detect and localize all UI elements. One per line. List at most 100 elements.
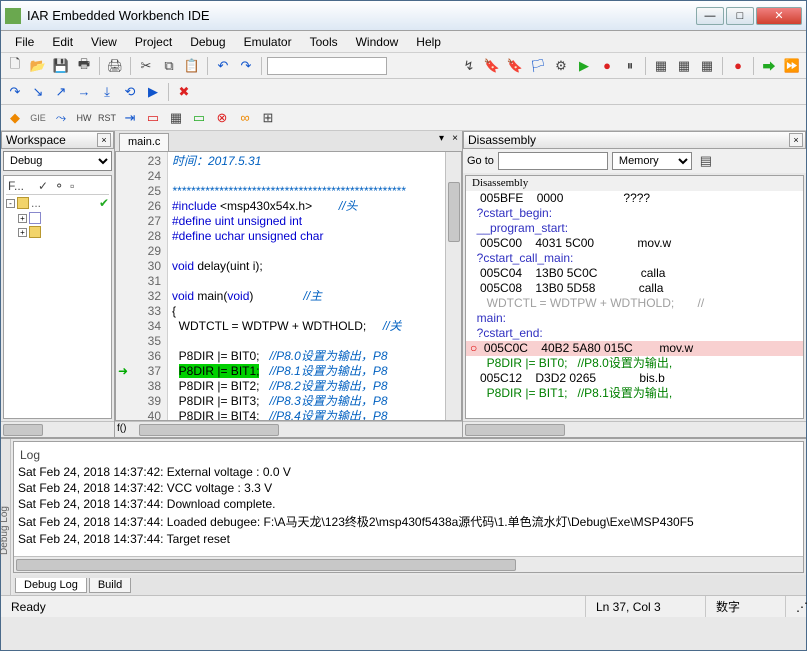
menu-window[interactable]: Window xyxy=(348,33,407,51)
tool-c-icon[interactable]: ⇥ xyxy=(120,108,140,128)
open-icon[interactable]: 📂 xyxy=(28,56,48,76)
redo-icon[interactable]: ↷ xyxy=(236,56,256,76)
statusbar: Ready Ln 37, Col 3 数字 ⋰ xyxy=(1,595,806,617)
disasm-close-icon[interactable]: × xyxy=(789,133,803,147)
cut-icon[interactable]: ✂ xyxy=(136,56,156,76)
fast-icon[interactable]: ⏩ xyxy=(782,56,802,76)
rst-icon[interactable]: RST xyxy=(97,108,117,128)
break-icon[interactable]: ⏸ xyxy=(620,56,640,76)
menu-edit[interactable]: Edit xyxy=(44,33,81,51)
tool-d-icon[interactable]: ▭ xyxy=(143,108,163,128)
editor-hscroll[interactable]: f() xyxy=(115,421,462,437)
menu-view[interactable]: View xyxy=(83,33,125,51)
tool-a-icon[interactable]: ◆ xyxy=(5,108,25,128)
menu-debug[interactable]: Debug xyxy=(182,33,233,51)
code-editor[interactable]: 2324252627282930313233343536➜37383940 时间… xyxy=(115,151,462,421)
log-tabs: Debug Log Build xyxy=(13,575,806,595)
workspace-close-icon[interactable]: × xyxy=(97,133,111,147)
memory-select[interactable]: Memory xyxy=(612,152,692,170)
status-right: 数字 xyxy=(705,596,785,617)
paste-icon[interactable]: 📋 xyxy=(182,56,202,76)
gie-icon[interactable]: GIE xyxy=(28,108,48,128)
workspace-tree[interactable]: F...✓⚬▫ -...✔ + + xyxy=(3,175,112,419)
print-icon[interactable]: 🖨 xyxy=(105,56,125,76)
status-grip: ⋰ xyxy=(785,596,806,617)
log-side-handle[interactable]: Debug Log xyxy=(1,439,11,595)
menubar: FileEditViewProjectDebugEmulatorToolsWin… xyxy=(1,31,806,53)
bookmark-icon[interactable]: 🔖 xyxy=(482,56,502,76)
config-select[interactable]: Debug xyxy=(3,151,112,171)
compile-icon[interactable]: ⚙ xyxy=(551,56,571,76)
save-icon[interactable]: 💾 xyxy=(51,56,71,76)
toolbar-2: ↷ ↘ ↗ → ⤓ ⟲ ▶ ✖ xyxy=(1,79,806,105)
tool-g-icon[interactable]: ⊗ xyxy=(212,108,232,128)
window1-icon[interactable]: ▦ xyxy=(651,56,671,76)
run-to-icon[interactable]: ⤓ xyxy=(97,82,117,102)
tree-item[interactable]: + xyxy=(6,211,109,225)
step-next-icon[interactable]: → xyxy=(74,82,94,102)
stop-debug-icon[interactable]: ✖ xyxy=(174,82,194,102)
window-title: IAR Embedded Workbench IDE xyxy=(27,8,696,23)
workspace-hscroll[interactable] xyxy=(1,421,114,437)
tab-close-icon[interactable]: × xyxy=(452,133,458,144)
toolbar-1: 🗋 📂 💾 🖶 🖨 ✂ ⧉ 📋 ↶ ↷ ↯ 🔖 🔖 🏳 ⚙ ▶ ● ⏸ ▦ ▦ … xyxy=(1,53,806,79)
window-buttons: — □ ✕ xyxy=(696,7,802,25)
window2-icon[interactable]: ▦ xyxy=(674,56,694,76)
tab-build[interactable]: Build xyxy=(89,578,131,593)
editor-vscroll[interactable] xyxy=(445,152,461,420)
menu-emulator[interactable]: Emulator xyxy=(236,33,300,51)
go2-icon[interactable]: ▶ xyxy=(143,82,163,102)
disasm-tool-icon[interactable]: ▤ xyxy=(696,151,716,171)
tool-h-icon[interactable]: ∞ xyxy=(235,108,255,128)
main-area: Workspace × Debug F...✓⚬▫ -...✔ + + main… xyxy=(1,131,806,437)
goto-label: Go to xyxy=(467,155,494,167)
tree-root[interactable]: -...✔ xyxy=(6,195,109,211)
save-all-icon[interactable]: 🖶 xyxy=(74,56,94,76)
editor-tab[interactable]: main.c xyxy=(119,133,169,151)
menu-tools[interactable]: Tools xyxy=(302,33,346,51)
tab-dropdown-icon[interactable]: ▾ xyxy=(439,133,444,144)
hw-icon[interactable]: HW xyxy=(74,108,94,128)
log-body[interactable]: Log Sat Feb 24, 2018 14:37:42: External … xyxy=(13,441,804,573)
app-icon xyxy=(5,8,21,24)
bookmark3-icon[interactable]: 🏳 xyxy=(528,56,548,76)
disasm-header: Disassembly × xyxy=(463,131,806,149)
reset-icon[interactable]: ⟲ xyxy=(120,82,140,102)
new-icon[interactable]: 🗋 xyxy=(5,56,25,76)
code-body[interactable]: 时间：2017.5.31****************************… xyxy=(168,152,461,420)
menu-file[interactable]: File xyxy=(7,33,42,51)
editor-panel: main.c ▾ × 2324252627282930313233343536➜… xyxy=(115,131,462,437)
tool-i-icon[interactable]: ⊞ xyxy=(258,108,278,128)
tab-debug-log[interactable]: Debug Log xyxy=(15,578,87,593)
goto-input[interactable] xyxy=(498,152,608,170)
window3-icon[interactable]: ▦ xyxy=(697,56,717,76)
log-header: Log xyxy=(18,446,799,464)
menu-help[interactable]: Help xyxy=(408,33,449,51)
go-icon[interactable]: ▶ xyxy=(574,56,594,76)
tree-item[interactable]: + xyxy=(6,225,109,239)
disasm-hscroll[interactable] xyxy=(463,421,806,437)
log-hscroll[interactable] xyxy=(14,556,803,572)
status-left: Ready xyxy=(1,596,585,617)
log-panel: Debug Log × Log Sat Feb 24, 2018 14:37:4… xyxy=(1,437,806,595)
minimize-button[interactable]: — xyxy=(696,7,724,25)
close-button[interactable]: ✕ xyxy=(756,7,802,25)
search-input[interactable] xyxy=(267,57,387,75)
run-icon[interactable]: ⮕ xyxy=(759,56,779,76)
step-over-icon[interactable]: ↷ xyxy=(5,82,25,102)
maximize-button[interactable]: □ xyxy=(726,7,754,25)
tool-e-icon[interactable]: ▦ xyxy=(166,108,186,128)
menu-project[interactable]: Project xyxy=(127,33,180,51)
bookmark2-icon[interactable]: 🔖 xyxy=(505,56,525,76)
disasm-body[interactable]: Disassembly 005BFE 0000 ???? ?cstart_beg… xyxy=(465,175,804,419)
toolbar-3: ◆ GIE ⤳ HW RST ⇥ ▭ ▦ ▭ ⊗ ∞ ⊞ xyxy=(1,105,806,131)
step-out-icon[interactable]: ↗ xyxy=(51,82,71,102)
step-into-icon[interactable]: ↘ xyxy=(28,82,48,102)
tool-b-icon[interactable]: ⤳ xyxy=(51,108,71,128)
stop-icon[interactable]: ● xyxy=(597,56,617,76)
tool-f-icon[interactable]: ▭ xyxy=(189,108,209,128)
undo-icon[interactable]: ↶ xyxy=(213,56,233,76)
record-icon[interactable]: ● xyxy=(728,56,748,76)
debug-arrow-icon[interactable]: ↯ xyxy=(459,56,479,76)
copy-icon[interactable]: ⧉ xyxy=(159,56,179,76)
